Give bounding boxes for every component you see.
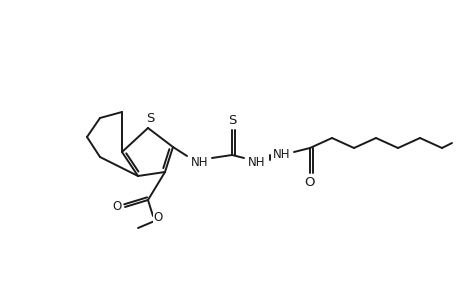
Text: S: S bbox=[146, 112, 154, 124]
Text: NH: NH bbox=[248, 157, 265, 169]
Text: S: S bbox=[227, 113, 235, 127]
Text: NH: NH bbox=[191, 155, 208, 169]
Text: O: O bbox=[112, 200, 121, 214]
Text: NH: NH bbox=[273, 148, 290, 161]
Text: O: O bbox=[153, 212, 162, 224]
Text: O: O bbox=[304, 176, 314, 190]
